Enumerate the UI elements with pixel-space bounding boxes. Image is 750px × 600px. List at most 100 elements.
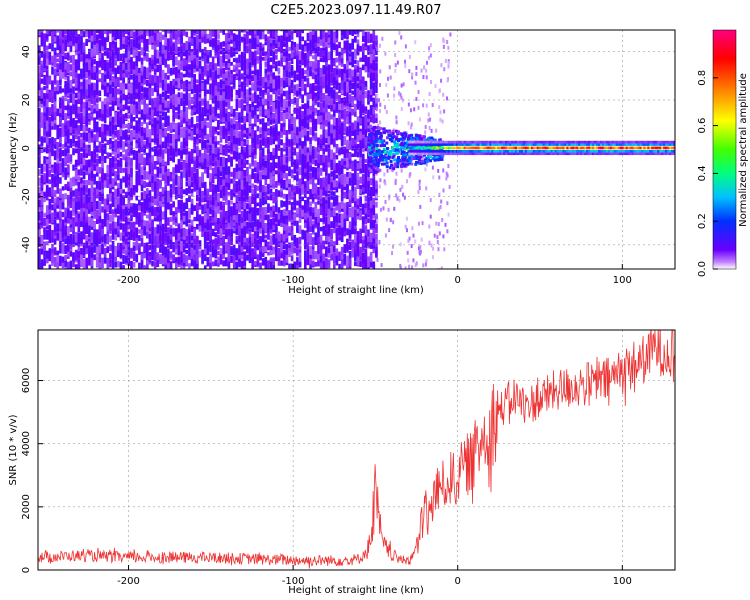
heatmap-cell [301,182,304,193]
heatmap-cell [88,179,91,186]
heatmap-cell [253,217,257,227]
heatmap-cell [66,245,70,252]
heatmap-cell [140,180,144,192]
heatmap-cell [40,100,44,108]
heatmap-cell [201,221,204,232]
heatmap-cell [130,39,133,47]
heatmap-cell [122,195,125,206]
heatmap-cell [69,64,73,71]
heatmap-cell [280,139,283,146]
heatmap-cell [177,96,181,105]
heatmap-cell [156,145,160,157]
heatmap-cell [85,122,89,132]
heatmap-cell [269,257,273,262]
heatmap-cell [64,67,67,77]
heatmap-cell [127,134,131,141]
heatmap-cell [153,134,157,143]
heatmap-cell [66,38,70,47]
heatmap-cell [190,116,194,124]
heatmap-cell [269,206,273,211]
heatmap-cell [180,79,183,84]
heatmap-cell [161,122,165,129]
heatmap-cell [235,130,239,138]
heatmap-cell [185,148,189,155]
heatmap-cell [217,30,220,39]
heatmap-cell [190,51,194,61]
heatmap-cell [211,212,215,223]
heatmap-cell [185,187,189,196]
heatmap-cell [64,236,67,245]
heatmap-cell [56,178,60,186]
heatmap-cell [303,193,307,199]
heatmap-cell [253,50,257,59]
heatmap-cell [117,216,120,226]
heatmap-cell [85,99,89,103]
heatmap-cell [135,36,139,48]
heatmap-cell [143,69,146,79]
heatmap-cell [198,65,202,74]
heatmap-cell [180,193,183,199]
heatmap-cell [240,98,244,109]
heatmap-cell [85,159,89,167]
heatmap-cell [114,30,118,41]
heatmap-cell [217,194,220,203]
heatmap-cell [196,126,199,134]
heatmap-cell [280,30,283,32]
heatmap-cell [45,141,49,149]
heatmap-cell [193,183,197,192]
heatmap-cell [156,58,160,64]
heatmap-cell [159,54,162,65]
heatmap-cell [106,82,110,87]
heatmap-cell [64,85,67,90]
heatmap-cell [88,37,91,43]
heatmap-cell [277,134,281,146]
heatmap-cell [198,100,202,108]
heatmap-cell [124,83,128,89]
heatmap-cell [303,238,307,250]
heatmap-cell [98,127,102,138]
heatmap-cell [182,48,186,57]
heatmap-cell [214,129,218,135]
heatmap-cell [66,209,70,219]
heatmap-cell [296,248,299,256]
heatmap-cell [240,109,244,118]
heatmap-cell [124,253,128,264]
heatmap-cell [66,52,70,61]
heatmap-cell [82,70,86,78]
heatmap-cell [88,227,91,238]
heatmap-cell [235,64,239,71]
heatmap-cell [95,145,99,150]
heatmap-cell [275,188,278,197]
heatmap-cell [56,149,60,159]
heatmap-cell [119,30,123,40]
heatmap-cell [235,237,239,244]
heatmap-cell [201,190,204,196]
heatmap-cell [51,136,54,147]
heatmap-cell [203,33,207,38]
heatmap-cell [106,50,110,58]
heatmap-cell [66,235,70,245]
heatmap-cell [217,39,220,45]
heatmap-cell [119,100,123,110]
heatmap-cell [156,108,160,117]
heatmap-cell [201,49,204,59]
heatmap-cell [90,192,94,202]
heatmap-cell [101,219,104,225]
heatmap-cell [272,43,276,50]
heatmap-cell [103,124,107,130]
heatmap-cell [288,189,291,198]
heatmap-cell [203,238,207,249]
heatmap-cell [45,37,49,42]
heatmap-cell [95,239,99,247]
heatmap-cell [64,62,67,70]
heatmap-cell [53,223,57,232]
heatmap-cell [151,164,154,171]
heatmap-cell [61,172,65,178]
heatmap-cell [159,78,162,88]
heatmap-cell [82,143,86,151]
heatmap-cell [140,202,144,212]
heatmap-cell [180,51,183,57]
heatmap-cell [301,205,304,210]
heatmap-cell [114,231,118,241]
heatmap-cell [64,92,67,97]
